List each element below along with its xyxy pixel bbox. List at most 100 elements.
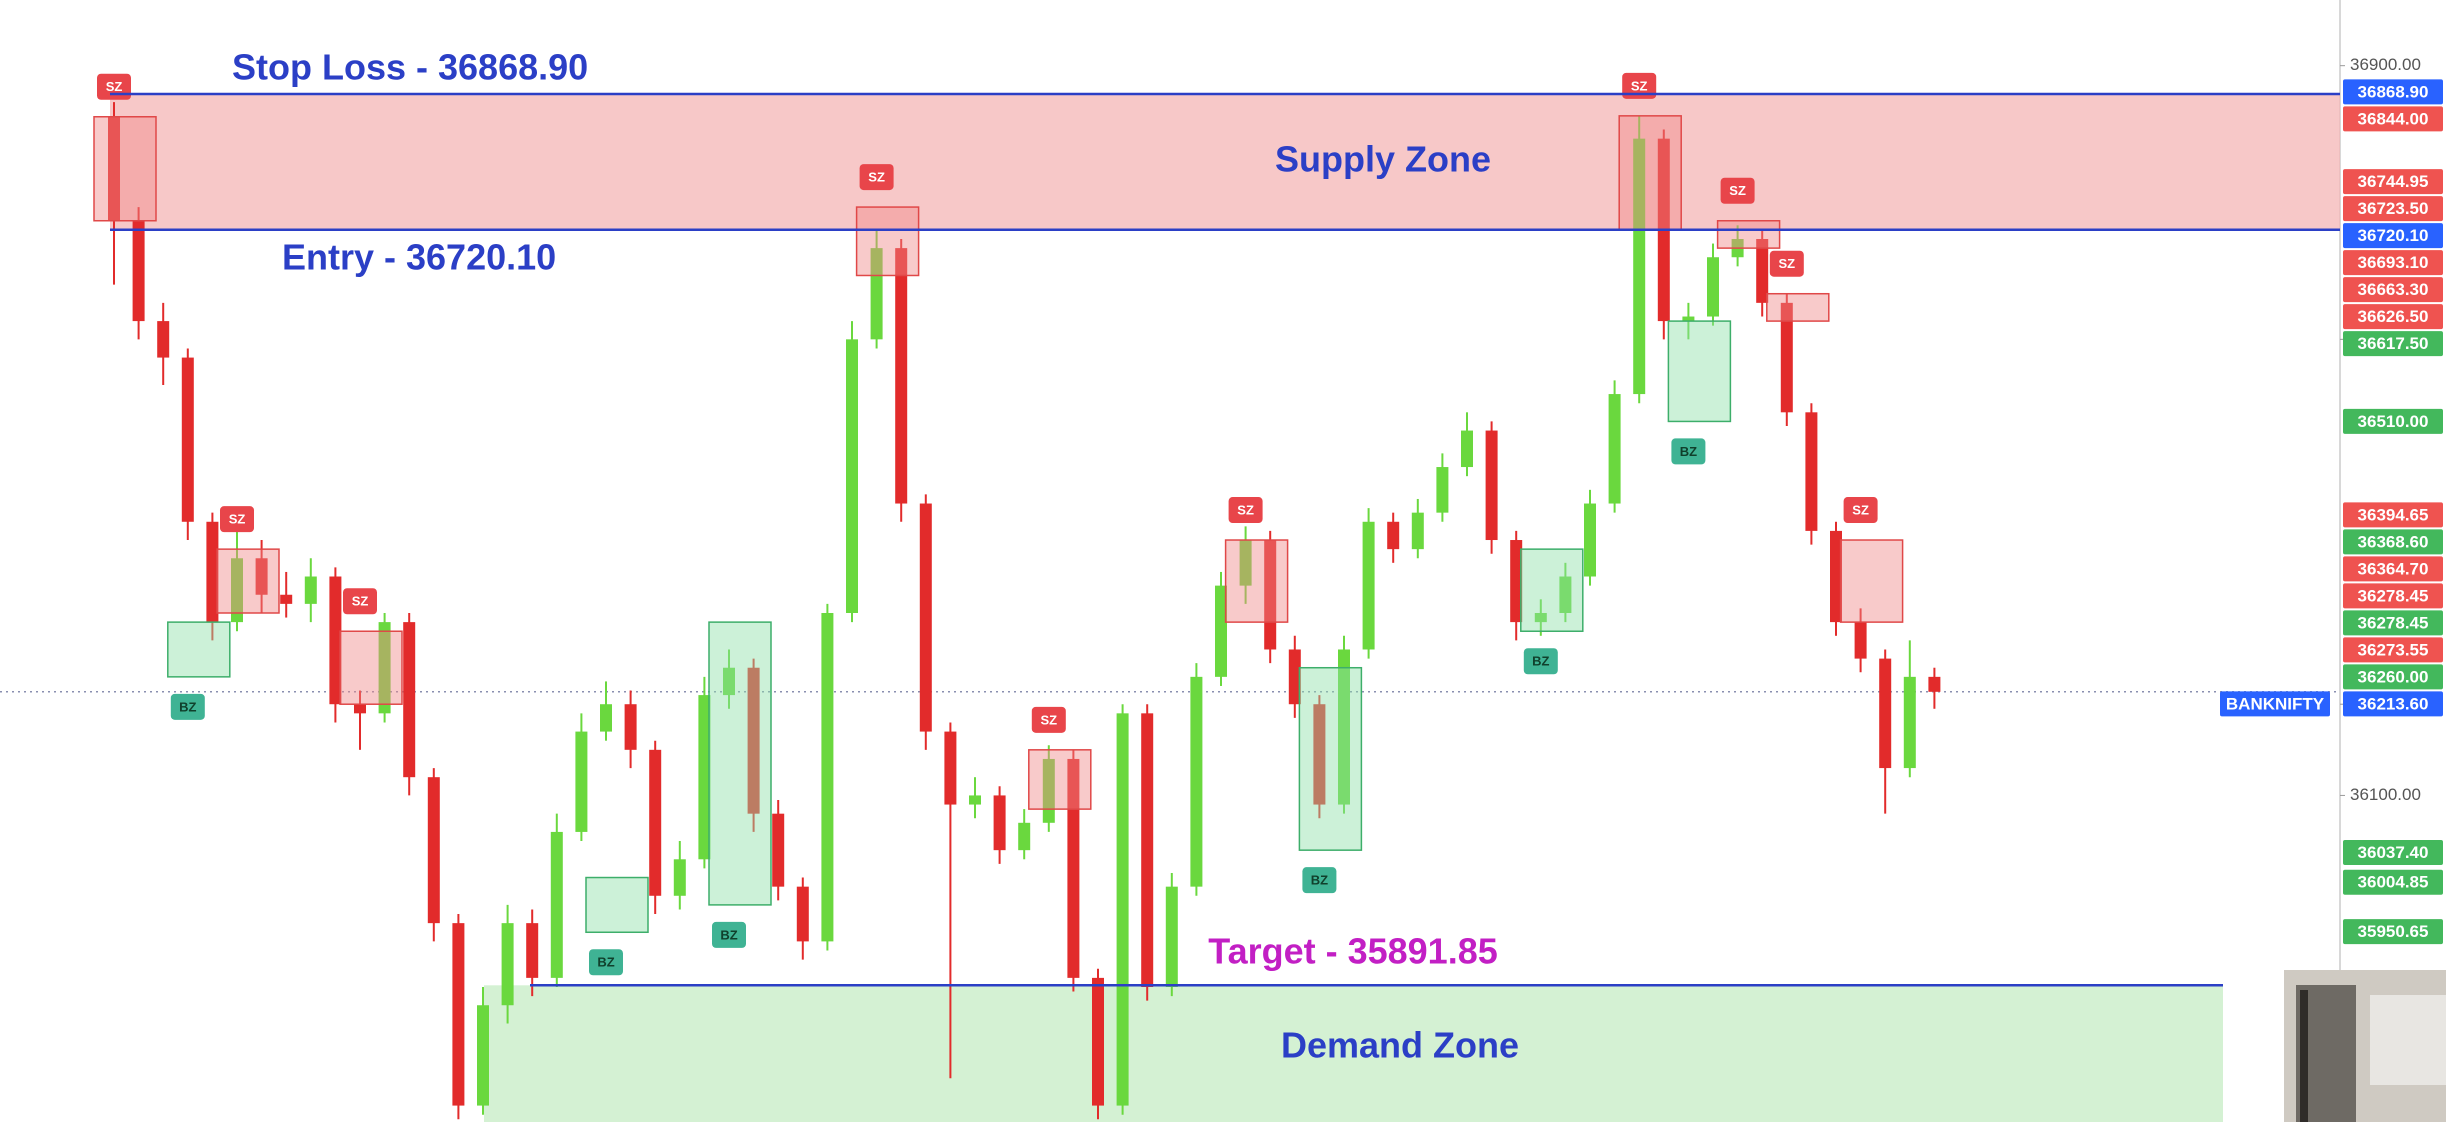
candle-body [1461,430,1473,468]
price-tag-label: 36037.40 [2358,843,2429,862]
marker-box [1839,539,1904,623]
candle-body [1362,521,1375,650]
candle-body [1534,612,1547,623]
price-tag-label: 36394.65 [2358,505,2429,524]
candle-body [1928,676,1941,692]
candle-body [1215,585,1227,677]
price-tag-label: 36744.95 [2358,172,2429,191]
price-tag-label: 36720.10 [2358,226,2429,245]
marker-label: SZ [1729,183,1746,198]
candle-body [1116,713,1129,1106]
candle-body [477,1005,489,1106]
price-tag [2343,610,2443,636]
candle-body [1042,758,1055,823]
price-tag-label: 36004.85 [2358,873,2429,892]
marker-box [1520,548,1584,632]
marker-badge [1523,648,1558,675]
price-tag [2343,250,2443,276]
candle-body [304,576,317,604]
marker-label: BZ [1532,654,1549,669]
candle-body [1338,649,1350,805]
candle-body [1018,822,1031,851]
candle-body [132,220,145,322]
candle-body [1756,238,1769,303]
webcam [2284,970,2446,1122]
marker-box [708,621,772,906]
price-tag [2343,529,2443,555]
candle-body [1559,576,1572,613]
candle-body [846,339,858,613]
candle-body [1608,394,1621,504]
candle-body [969,795,981,805]
price-tag-label: 36663.30 [2358,280,2429,299]
webcam-post [2300,990,2308,1122]
marker-box [585,876,649,934]
marker-label: SZ [1040,712,1057,727]
marker-box [1716,220,1781,249]
price-tag [2343,869,2443,895]
candle-body [821,612,834,942]
candle-body [673,859,686,896]
marker-badge [220,506,254,533]
candle-body [280,594,293,604]
markers: SZ BZ SZ SZ BZ BZ SZ SZ SZ BZ BZ SZ BZ SZ SZ SZ [93,72,1904,976]
marker-box [855,206,920,277]
marker-box [1224,539,1289,623]
candle-body [624,704,637,750]
marker-label: BZ [597,955,614,970]
candle-body [747,667,760,814]
zone-label: Supply Zone [1275,138,1491,179]
candle-body [1239,540,1252,586]
candle-body [1092,977,1104,1106]
marker-label: SZ [352,594,369,609]
price-tag [2343,196,2443,222]
candle-body [452,923,465,1106]
level-label: Stop Loss - 36868.90 [232,47,588,88]
candle-body [1707,257,1719,317]
price-tag-label: 36213.60 [2358,694,2429,713]
candle-body [1780,302,1793,413]
axis: 36900.0036600.0036200.0036100.0036868.90… [2220,55,2443,945]
price-tag-label: 36844.00 [2358,109,2429,128]
marker-badge [1031,706,1066,733]
candle-body [157,321,170,358]
marker-label: SZ [1778,256,1795,271]
candle-body [1510,540,1523,623]
price-tag [2343,502,2443,528]
marker-box [1618,115,1682,231]
candle-body [255,558,268,595]
candle-body [944,731,957,805]
marker-box [1667,320,1732,423]
price-tag [2343,583,2443,609]
price-tag [2343,106,2443,132]
candle-body [1190,676,1203,887]
candle-body [354,704,366,714]
marker-badge [1302,867,1337,894]
marker-label: SZ [229,512,246,527]
marker-label: BZ [1311,873,1328,888]
price-tag [2343,556,2443,582]
level-label: Entry - 36720.10 [282,237,556,278]
marker-box [1766,292,1830,322]
candle-body [403,622,416,778]
marker-badge [343,588,377,615]
candle-body [1879,658,1892,769]
marker-box [1028,749,1092,810]
candle-body [1288,649,1301,705]
zone-area [110,94,2340,230]
price-tag-label: 36617.50 [2358,334,2429,353]
price-tag [2343,637,2443,663]
candle-body [1387,521,1400,550]
price-tag [2343,331,2443,357]
marker-label: BZ [1680,444,1697,459]
marker-label: SZ [1852,502,1869,517]
price-tag [2343,304,2443,330]
candle-body [231,558,243,623]
marker-badge [1843,497,1878,524]
symbol-tag [2220,691,2330,717]
candle-body [501,923,514,1006]
candle-body [895,248,908,504]
webcam-window [2370,995,2446,1085]
